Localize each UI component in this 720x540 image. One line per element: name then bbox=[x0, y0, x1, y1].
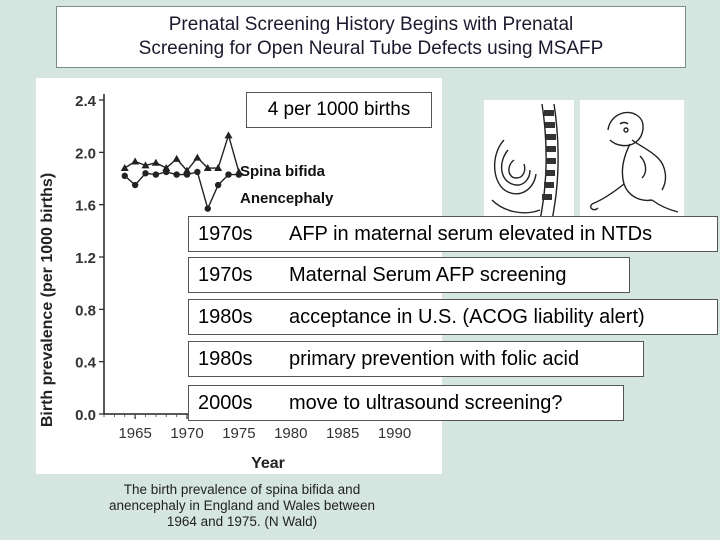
timeline-row: 1980s primary prevention with folic acid bbox=[188, 341, 644, 377]
timeline-decade: 1980s bbox=[198, 305, 253, 328]
timeline-decade: 1980s bbox=[198, 347, 253, 370]
y-tick-label: 1.6 bbox=[75, 198, 96, 215]
x-tick-label: 1975 bbox=[222, 425, 255, 442]
y-tick-label: 2.4 bbox=[75, 93, 97, 110]
spina-bifida-line bbox=[124, 132, 240, 173]
timeline-row: 2000s move to ultrasound screening? bbox=[188, 385, 624, 421]
x-tick-label: 1970 bbox=[170, 425, 203, 442]
x-axis-label: Year bbox=[251, 455, 285, 472]
y-tick-label: 0.4 bbox=[75, 355, 97, 372]
spina-bifida-point bbox=[183, 166, 191, 174]
spina-bifida-point bbox=[214, 164, 223, 172]
figure-caption: The birth prevalence of spina bifida and… bbox=[82, 482, 402, 531]
spina-bifida-illustration bbox=[484, 100, 574, 230]
timeline-row: 1980s acceptance in U.S. (ACOG liability … bbox=[188, 299, 718, 335]
spina-bifida-point bbox=[141, 161, 150, 169]
spina-bifida-point bbox=[224, 131, 233, 139]
caption-line-1: The birth prevalence of spina bifida and bbox=[123, 482, 361, 497]
timeline-row: 1970s Maternal Serum AFP screening bbox=[188, 257, 630, 293]
anencephaly-point bbox=[121, 172, 128, 180]
y-tick-label: 2.0 bbox=[75, 145, 96, 162]
spina-bifida-point bbox=[162, 164, 171, 172]
timeline-event: acceptance in U.S. (ACOG liability alert… bbox=[289, 305, 645, 328]
spina-bifida-point bbox=[193, 153, 202, 161]
x-tick-label: 1990 bbox=[378, 425, 411, 442]
timeline-decade: 1970s bbox=[198, 263, 253, 286]
anencephaly-point bbox=[214, 181, 222, 189]
timeline-decade: 2000s bbox=[198, 391, 253, 414]
anencephaly-point bbox=[163, 168, 170, 176]
spina-bifida-point bbox=[151, 158, 160, 166]
anencephaly-point bbox=[131, 181, 139, 189]
anencephaly-point bbox=[204, 205, 211, 212]
timeline-event: move to ultrasound screening? bbox=[289, 391, 563, 414]
anencephaly-point bbox=[235, 171, 243, 178]
slide-title-line-1: Prenatal Screening History Begins with P… bbox=[168, 14, 574, 36]
spina-bifida-point bbox=[203, 164, 212, 172]
slide-title-line-2: Screening for Open Neural Tube Defects u… bbox=[138, 38, 604, 59]
y-axis-label: Birth prevalence (per 1000 births) bbox=[39, 173, 56, 427]
y-tick-label: 0.8 bbox=[75, 302, 96, 319]
timeline-event: Maternal Serum AFP screening bbox=[289, 263, 567, 286]
caption-line-2: anencephaly in England and Wales between bbox=[109, 498, 375, 514]
anencephaly-point bbox=[142, 170, 149, 177]
prevalence-callout: 4 per 1000 births bbox=[246, 92, 432, 128]
caption-line-3: 1964 and 1975. (N Wald) bbox=[166, 514, 318, 530]
anencephaly-point bbox=[194, 168, 201, 176]
timeline-event: AFP in maternal serum elevated in NTDs bbox=[289, 222, 653, 245]
spina-bifida-point bbox=[172, 154, 181, 162]
spina-bifida-point bbox=[120, 164, 129, 172]
spina-bifida-point bbox=[131, 157, 140, 165]
anencephaly-point bbox=[225, 171, 232, 178]
anencephaly-point bbox=[173, 171, 180, 178]
anencephaly-point bbox=[152, 171, 160, 178]
chart-svg: 0.0 0.4 0.8 1.2 1.6 2.0 2.4 1965 1970 1975 1980 198… bbox=[39, 93, 437, 472]
x-tick-label: 1965 bbox=[118, 425, 151, 442]
timeline-event: primary prevention with folic acid bbox=[289, 347, 580, 370]
legend-spina-bifida: Spina bifida bbox=[240, 163, 326, 180]
anencephaly-line bbox=[124, 171, 239, 211]
legend-anencephaly: Anencephaly bbox=[240, 190, 334, 207]
anencephaly-illustration bbox=[580, 100, 684, 220]
slide-title: Prenatal Screening History Begins with P… bbox=[56, 6, 686, 68]
timeline-row: 1970s AFP in maternal serum elevated in N… bbox=[188, 216, 718, 252]
x-tick-label: 1985 bbox=[326, 425, 359, 442]
timeline-decade: 1970s bbox=[198, 222, 253, 245]
y-tick-label: 0.0 bbox=[75, 407, 96, 424]
anencephaly-point bbox=[183, 171, 191, 178]
x-tick-label: 1980 bbox=[274, 425, 307, 442]
y-tick-label: 1.2 bbox=[75, 250, 96, 267]
